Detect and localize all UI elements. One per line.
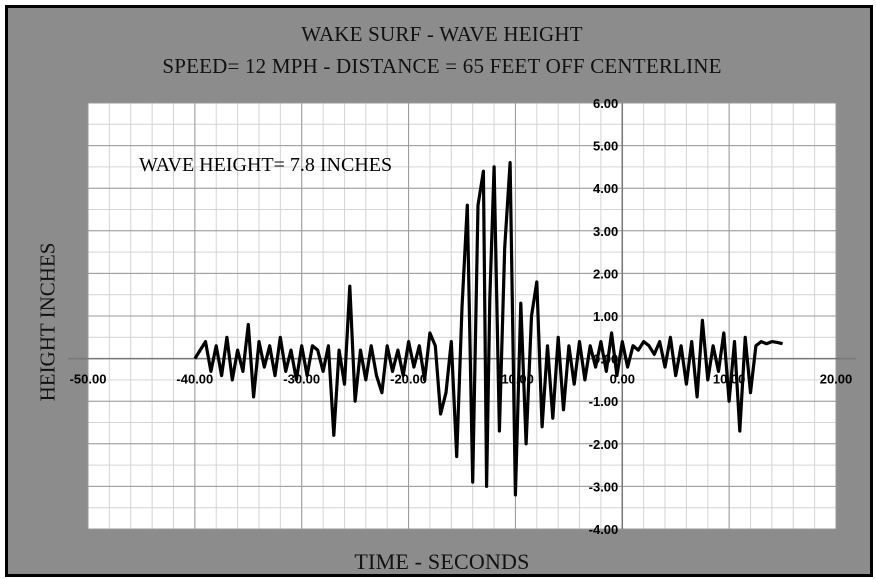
chart-frame: WAKE SURF - WAVE HEIGHT SPEED= 12 MPH - … [5, 5, 873, 577]
x-tick-label: -10.00 [497, 372, 534, 387]
x-tick-labels: -50.00 -40.00 -30.00 -20.00 -10.00 0.00 10.00 2… [70, 372, 853, 387]
y-tick-label: 3.00 [593, 224, 618, 239]
y-tick-label: -2.00 [589, 437, 619, 452]
y-tick-label: 2.00 [593, 266, 618, 281]
y-tick-label: 4.00 [593, 181, 618, 196]
y-tick-label: 6.00 [593, 96, 618, 111]
x-axis-label: TIME - SECONDS [354, 549, 530, 574]
x-tick-label: -30.00 [283, 372, 320, 387]
y-tick-label: -3.00 [589, 479, 619, 494]
x-tick-label: -20.00 [390, 372, 427, 387]
chart-subtitle: SPEED= 12 MPH - DISTANCE = 65 FEET OFF C… [162, 54, 722, 78]
series-line [193, 161, 783, 497]
y-tick-label: 0.00 [593, 352, 618, 367]
y-tick-label: -1.00 [589, 394, 619, 409]
y-tick-label: -4.00 [589, 522, 619, 537]
y-tick-label: 1.00 [593, 309, 618, 324]
plot-svg: -50.00 -40.00 -30.00 -20.00 -10.00 0.00 10.00 2… [68, 96, 856, 537]
x-tick-label: 0.00 [610, 372, 635, 387]
y-tick-label: 5.00 [593, 139, 618, 154]
x-tick-label: 10.00 [713, 372, 746, 387]
wave-height-annotation: WAVE HEIGHT= 7.8 INCHES [139, 154, 392, 176]
x-tick-label: -40.00 [176, 372, 213, 387]
chart-title: WAKE SURF - WAVE HEIGHT [301, 22, 583, 46]
x-tick-label: -50.00 [70, 372, 107, 387]
x-tick-label: 20.00 [820, 372, 853, 387]
y-tick-labels: 6.00 5.00 4.00 3.00 2.00 1.00 0.00 -1.00 -2.00 -3… [589, 96, 619, 537]
